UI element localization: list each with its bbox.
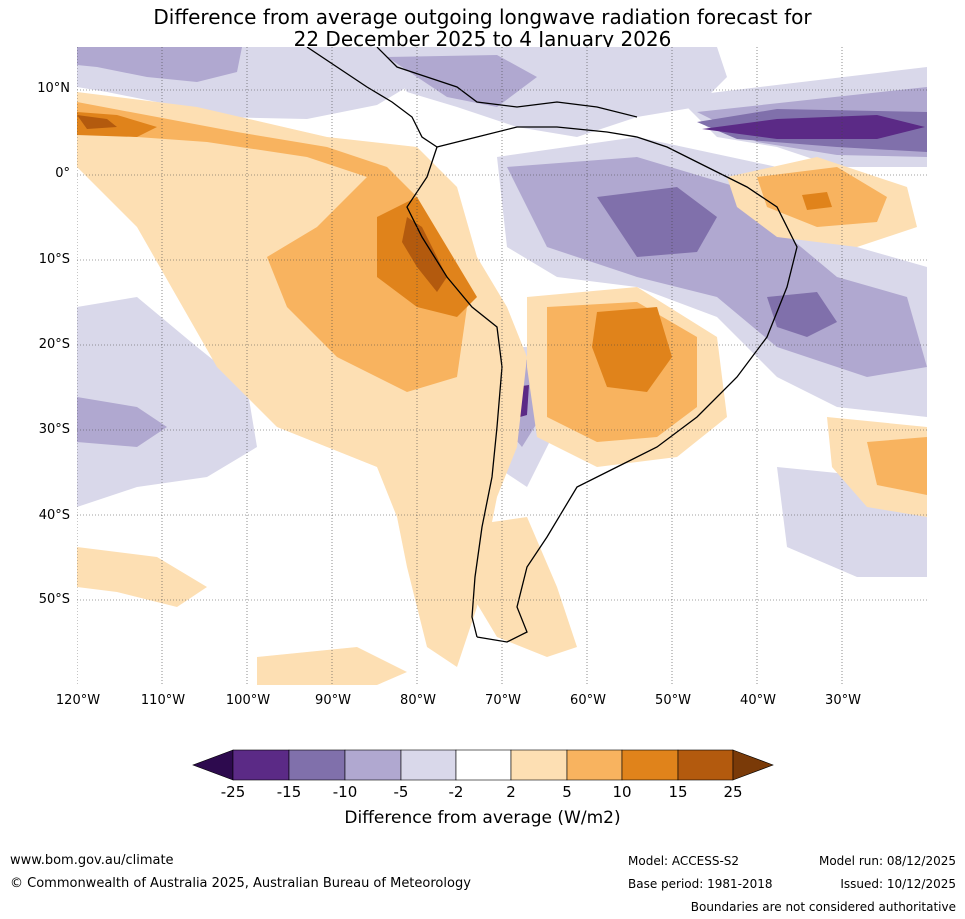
footer-base-period: Base period: 1981-2018 xyxy=(628,877,773,891)
colorbar xyxy=(192,749,774,781)
colorbar-swatch-below--25 xyxy=(192,749,234,781)
lat-tick-20s: 20°S xyxy=(38,337,70,352)
coastline-caribbean xyxy=(376,46,638,118)
colorbar-swatch--2-to-2 xyxy=(455,749,512,781)
neg-region-brazil-east xyxy=(767,292,837,337)
colorbar-title: Difference from average (W/m2) xyxy=(344,808,621,828)
forecast-map xyxy=(76,46,927,685)
lon-tick-70w: 70°W xyxy=(485,693,521,708)
colorbar-label-5: 5 xyxy=(562,783,572,801)
colorbar-label-2: 2 xyxy=(506,783,516,801)
pos-region-south-atlantic-east-mid xyxy=(867,437,927,495)
pos-region-central-south-america-core xyxy=(592,307,672,392)
colorbar-label-25: 25 xyxy=(723,783,743,801)
colorbar-swatch-above-25 xyxy=(732,749,774,781)
colorbar-label-10: 10 xyxy=(612,783,632,801)
footer-model: Model: ACCESS-S2 xyxy=(628,854,740,868)
colorbar-swatch-5-to-10 xyxy=(566,749,623,781)
neg-region-amazon-core xyxy=(597,187,717,257)
neg-region-southeast-pacific xyxy=(77,297,257,507)
map-title-line1: Difference from average outgoing longwav… xyxy=(153,5,812,29)
lon-tick-90w: 90°W xyxy=(315,693,351,708)
lat-tick-equator: 0° xyxy=(55,166,70,181)
footer-issued: Issued: 10/12/2025 xyxy=(840,877,956,891)
footer-model-run: Model run: 08/12/2025 xyxy=(818,854,956,868)
colorbar-swatch--25-to--15 xyxy=(232,749,290,781)
neg-region-atlantic-itcz-peak xyxy=(702,115,925,139)
coastline-south-america-east xyxy=(436,126,798,643)
lon-tick-60w: 60°W xyxy=(570,693,606,708)
coastlines xyxy=(306,46,798,643)
lat-tick-10s: 10°S xyxy=(38,252,70,267)
lat-tick-50s: 50°S xyxy=(38,592,70,607)
colorbar-label-15: 15 xyxy=(668,783,688,801)
colorbar-swatch--10-to--5 xyxy=(344,749,402,781)
lat-tick-40s: 40°S xyxy=(38,508,70,523)
coastline-central-america xyxy=(306,46,438,148)
colorbar-label--2: -2 xyxy=(448,783,464,801)
lon-tick-110w: 110°W xyxy=(140,693,186,708)
lon-tick-120w: 120°W xyxy=(55,693,101,708)
colorbar-label--25: -25 xyxy=(220,783,246,801)
pos-region-equatorial-core xyxy=(77,115,117,129)
pos-region-patagonia xyxy=(457,517,577,657)
colorbar-label--10: -10 xyxy=(332,783,358,801)
colorbar-swatch-2-to-5 xyxy=(510,749,568,781)
colorbar-swatch-10-to-15 xyxy=(621,749,679,781)
footer-copyright: © Commonwealth of Australia 2025, Austra… xyxy=(10,876,471,891)
colorbar-swatch--15-to--10 xyxy=(288,749,346,781)
lon-tick-100w: 100°W xyxy=(225,693,271,708)
pos-region-tropical-pacific-mid xyxy=(77,102,467,392)
coastline-south-america-west xyxy=(406,146,503,638)
positive-anomaly-regions xyxy=(77,92,927,685)
colorbar-swatch--5-to--2 xyxy=(400,749,457,781)
lon-tick-80w: 80°W xyxy=(400,693,436,708)
colorbar-label--15: -15 xyxy=(276,783,302,801)
lat-tick-30s: 30°S xyxy=(38,422,70,437)
colorbar-label--5: -5 xyxy=(393,783,409,801)
pos-region-peru-core xyxy=(402,217,447,292)
colorbar-swatch-15-to-25 xyxy=(677,749,734,781)
negative-anomaly-regions xyxy=(77,47,927,577)
lon-tick-30w: 30°W xyxy=(825,693,861,708)
pos-region-south-pacific-strip xyxy=(77,547,207,607)
graticule xyxy=(76,47,927,685)
footer-disclaimer: Boundaries are not considered authoritat… xyxy=(690,900,956,914)
neg-region-caribbean-core xyxy=(387,55,537,107)
footer-website-link[interactable]: www.bom.gov.au/climate xyxy=(10,853,174,868)
neg-region-southeast-pacific-core xyxy=(77,397,167,447)
pos-region-east-atlantic-core xyxy=(802,192,832,210)
neg-region-north-pacific-core xyxy=(77,47,242,82)
lon-tick-40w: 40°W xyxy=(740,693,776,708)
lon-tick-50w: 50°W xyxy=(655,693,691,708)
map-title-line2: 22 December 2025 to 4 January 2026 xyxy=(293,27,672,51)
lat-tick-10n: 10°N xyxy=(37,81,70,96)
map-canvas xyxy=(76,46,927,685)
